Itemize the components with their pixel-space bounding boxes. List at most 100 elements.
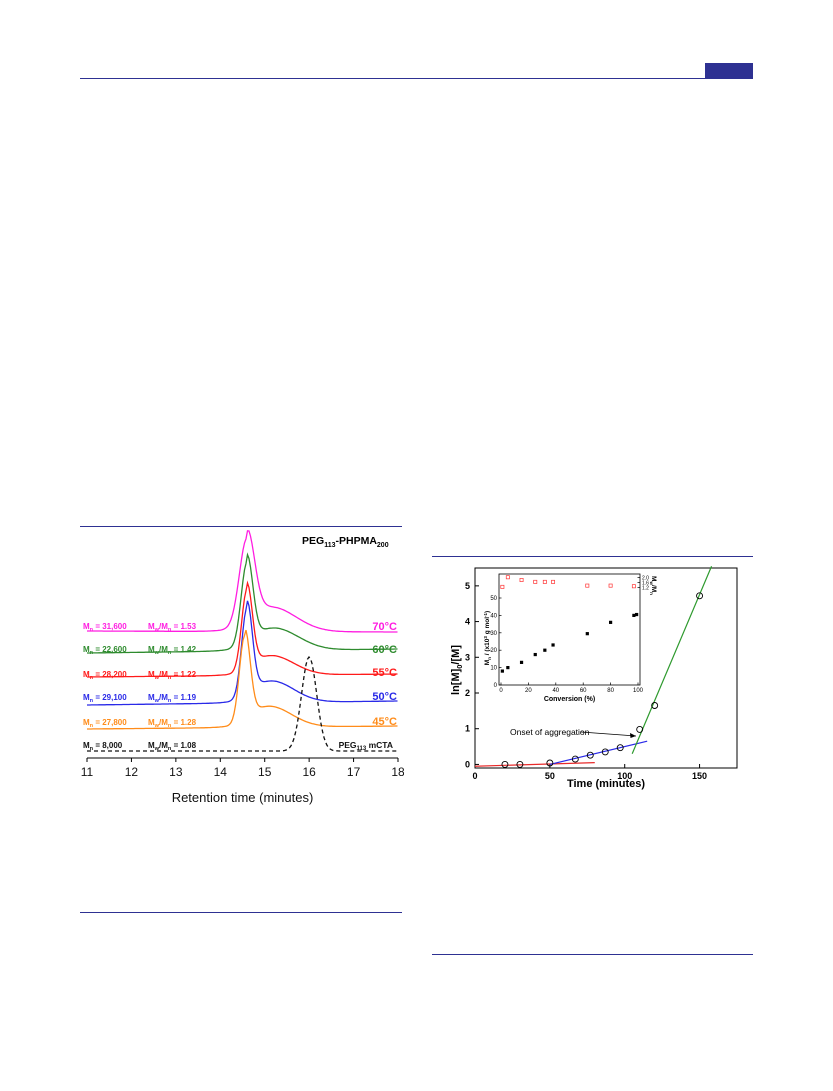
gpc-pdi-label-c50: Mw/Mn = 1.19 bbox=[148, 693, 197, 704]
gpc-x-tick-label: 14 bbox=[214, 765, 228, 779]
inset-mn-point bbox=[533, 652, 537, 657]
inset-x-tick-label: 40 bbox=[552, 688, 559, 694]
inset-x-tick-label: 100 bbox=[633, 688, 644, 694]
gpc-series-label-mcta: PEG113 mCTA bbox=[339, 740, 393, 752]
gpc-mn-label-c60: Mn = 22,600 bbox=[83, 645, 127, 656]
gpc-trace-mcta bbox=[87, 655, 398, 752]
kin-x-tick-label: 50 bbox=[545, 771, 555, 781]
inset-x-tick-label: 20 bbox=[525, 688, 532, 694]
figure-right-bottom-rule bbox=[432, 954, 753, 955]
kin-y-tick-label: 5 bbox=[465, 581, 470, 591]
figure-right-top-rule bbox=[432, 556, 753, 557]
kinetics-fit-lines bbox=[474, 565, 713, 767]
gpc-trace-c60 bbox=[87, 552, 398, 654]
figure-left-bottom-rule bbox=[80, 912, 402, 913]
inset-y2-label: Mw/Mn bbox=[649, 576, 657, 595]
kin-data-point bbox=[571, 755, 579, 763]
inset-ticks: 0 20 40 60 80 100 0 10 20 30 40 50 1.21.62.0 bbox=[490, 576, 649, 695]
gpc-x-tick-label: 17 bbox=[347, 765, 361, 779]
kinetics-points bbox=[501, 592, 704, 768]
inset-pdi-point bbox=[551, 579, 556, 584]
gpc-traces bbox=[87, 530, 398, 752]
gpc-title: PEG113-PHPMA200 bbox=[302, 535, 389, 549]
kin-data-point bbox=[546, 759, 554, 767]
gpc-series-label-c70: 70°C bbox=[372, 621, 397, 633]
gpc-series-label-c55: 55°C bbox=[372, 667, 397, 679]
inset-mn-point bbox=[519, 660, 524, 664]
inset-mn-point bbox=[635, 612, 639, 617]
inset-y2-tick-label: 1.2 bbox=[642, 586, 649, 592]
gpc-series-label-c60: 60°C bbox=[372, 644, 397, 656]
kin-x-tick-label: 100 bbox=[617, 771, 632, 781]
kin-y-tick-label: 1 bbox=[465, 724, 470, 734]
gpc-chart: PEG113-PHPMA200 Mn = 31,600 Mw/Mn = 1.53 7… bbox=[81, 530, 404, 805]
gpc-pdi-label-c60: Mw/Mn = 1.42 bbox=[148, 645, 197, 656]
gpc-pdi-label-c45: Mw/Mn = 1.28 bbox=[148, 718, 197, 729]
kin-y-tick-label: 0 bbox=[465, 759, 470, 769]
gpc-trace-c55 bbox=[87, 580, 398, 678]
gpc-x-ticks: 11 12 13 14 15 16 17 18 bbox=[81, 758, 404, 779]
header-rule bbox=[80, 78, 753, 79]
kin-data-point bbox=[636, 725, 644, 733]
gpc-trace-c45 bbox=[87, 629, 398, 730]
gpc-mn-label-c50: Mn = 29,100 bbox=[83, 693, 127, 704]
gpc-x-tick-label: 16 bbox=[302, 765, 316, 779]
gpc-pdi-label-c55: Mw/Mn = 1.22 bbox=[148, 670, 197, 681]
kin-y-tick-label: 4 bbox=[465, 617, 470, 627]
inset-pdi-point bbox=[542, 579, 547, 584]
gpc-mn-label-c70: Mn = 31,600 bbox=[83, 622, 127, 633]
inset-mn-point bbox=[585, 632, 589, 636]
inset-y-tick-label: 20 bbox=[490, 648, 497, 654]
inset-mn-point bbox=[609, 620, 613, 624]
gpc-mn-label-c55: Mn = 28,200 bbox=[83, 670, 127, 681]
kin-data-point bbox=[516, 760, 524, 768]
kin-data-point bbox=[586, 751, 594, 759]
gpc-trace-c70 bbox=[87, 530, 398, 633]
inset-mn-point bbox=[500, 669, 504, 673]
inset-mn-point bbox=[551, 643, 555, 647]
kin-data-point bbox=[651, 702, 659, 709]
gpc-pdi-label-mcta: Mw/Mn = 1.08 bbox=[148, 741, 197, 752]
kin-data-point bbox=[696, 592, 704, 600]
inset-x-tick-label: 60 bbox=[580, 688, 587, 694]
inset-y2-tick-label: 1.6 bbox=[642, 581, 649, 587]
inset-pdi-point bbox=[608, 583, 613, 588]
kinetics-frame bbox=[474, 567, 738, 769]
inset-y-tick-label: 50 bbox=[490, 596, 497, 602]
kin-y-tick-label: 3 bbox=[465, 652, 470, 662]
gpc-pdi-label-c70: Mw/Mn = 1.53 bbox=[148, 622, 197, 633]
kin-fit-line-green bbox=[631, 565, 713, 754]
gpc-x-label: Retention time (minutes) bbox=[172, 790, 314, 805]
inset-y-tick-label: 30 bbox=[490, 631, 497, 637]
kin-y-tick-label: 2 bbox=[465, 688, 470, 698]
gpc-x-tick-label: 13 bbox=[169, 765, 183, 779]
header-tab-marker bbox=[705, 63, 753, 78]
annotation-onset-of-aggregation: Onset of aggregation bbox=[510, 727, 590, 737]
inset-y-label: Mn / (x103 g mol-1) bbox=[483, 611, 492, 665]
inset-pdi-point bbox=[585, 583, 590, 588]
inset-pdi-point bbox=[631, 584, 636, 589]
kinetics-x-label: Time (minutes) bbox=[567, 778, 645, 790]
inset-pdi-point bbox=[500, 584, 505, 589]
inset-y-tick-label: 0 bbox=[494, 683, 498, 689]
gpc-mn-label-c45: Mn = 27,800 bbox=[83, 718, 127, 729]
kin-data-point bbox=[616, 744, 624, 752]
inset-x-label: Conversion (%) bbox=[544, 696, 595, 703]
inset-points bbox=[500, 575, 639, 673]
annotation-arrowhead bbox=[630, 733, 636, 738]
annotation-arrow bbox=[580, 731, 637, 737]
inset-frame bbox=[498, 573, 641, 686]
inset-pdi-point bbox=[505, 575, 510, 580]
inset-y-tick-label: 40 bbox=[490, 613, 497, 619]
kin-fit-line-red bbox=[474, 762, 595, 767]
gpc-labels: Mn = 31,600 Mw/Mn = 1.53 70°C Mn = 22,600 Mw… bbox=[83, 621, 397, 752]
kin-fit-line-blue bbox=[549, 740, 648, 766]
inset-mn-point bbox=[543, 648, 547, 652]
inset-pdi-point bbox=[519, 578, 524, 582]
gpc-x-tick-label: 12 bbox=[125, 765, 139, 779]
inset-x-tick-label: 80 bbox=[607, 688, 614, 694]
kinetics-y-label: ln[M]0/[M] bbox=[450, 645, 464, 695]
kin-data-point bbox=[501, 760, 509, 768]
